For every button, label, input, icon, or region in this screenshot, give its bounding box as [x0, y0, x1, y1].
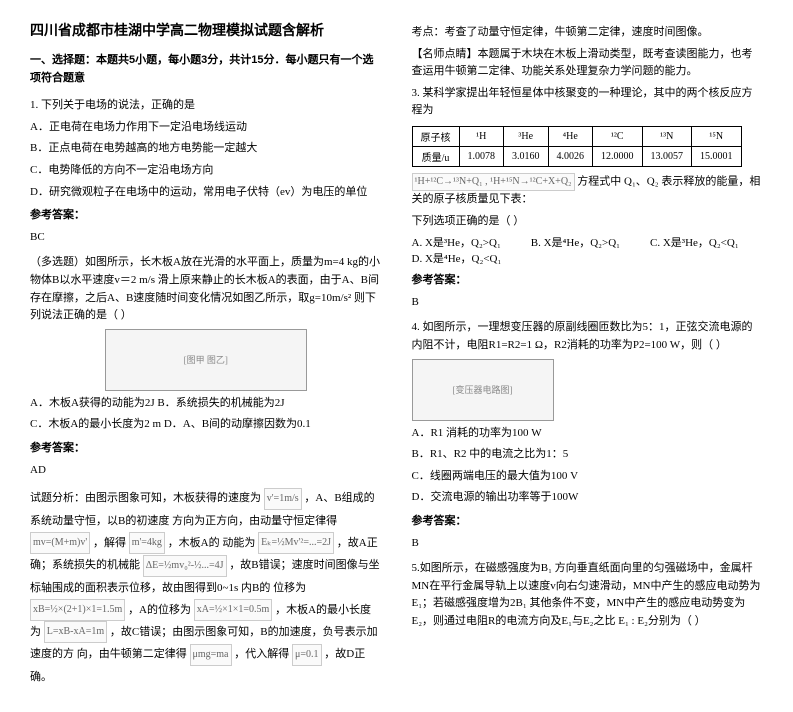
q3-opt-a: A. X是³He，Q₂>Q₁ — [412, 234, 501, 250]
q4-opt-b: B．R1、R2 中的电流之比为1：5 — [412, 446, 764, 464]
doc-title: 四川省成都市桂湖中学高二物理模拟试题含解析 — [30, 20, 382, 40]
q3-opt-d: D. X是⁴He，Q₂<Q₁ — [412, 250, 502, 266]
q2-stem: （多选题）如图所示，长木板A放在光滑的水平面上，质量为m=4 kg的小物体B以水… — [30, 254, 382, 324]
right-intro-2: 【名师点睛】本题属于木块在木板上滑动类型，既考查读图能力，也考查运用牛顿第二定律… — [412, 46, 764, 81]
formula-l: L=xB-xA=1m — [44, 621, 107, 643]
q2-opt-cd: C．木板A的最小长度为2 m D．A、B间的动摩擦因数为0.1 — [30, 416, 382, 434]
q3-ask: 下列选项正确的是（ ） — [412, 213, 764, 231]
q1-opt-c: C．电势降低的方向不一定沿电场方向 — [30, 162, 382, 180]
right-intro-1: 考点：考查了动量守恒定律，牛顿第二定律，速度时间图像。 — [412, 24, 764, 42]
table-row: 原子核 ¹H ³He ⁴He ¹²C ¹³N ¹⁵N — [412, 126, 741, 146]
q2-answer: AD — [30, 462, 382, 480]
q4-diagram: [变压器电路图] — [412, 359, 554, 421]
q2-opt-ab: A．木板A获得的动能为2J B．系统损失的机械能为2J — [30, 395, 382, 413]
q1-stem: 1. 下列关于电场的说法，正确的是 — [30, 97, 382, 115]
q3-opt-c: C. X是³He，Q₂<Q₁ — [650, 234, 739, 250]
table-row: 质量/u 1.0078 3.0160 4.0026 12.0000 13.005… — [412, 146, 741, 166]
q4-stem: 4. 如图所示，一理想变压器的原副线圈匝数比为5：1，正弦交流电源的内阻不计，电… — [412, 319, 764, 354]
q4-answer-label: 参考答案： — [412, 513, 764, 531]
q1-answer: BC — [30, 229, 382, 247]
formula-mval: m'=4kg — [129, 532, 165, 554]
formula-de: ΔE=½mv₀²-½...=4J — [143, 555, 227, 577]
q3-answer-label: 参考答案： — [412, 272, 764, 290]
q2-answer-label: 参考答案： — [30, 440, 382, 458]
q1-opt-b: B．正点电荷在电势越高的地方电势能一定越大 — [30, 140, 382, 158]
formula-mu: μ=0.1 — [292, 644, 322, 666]
q4-opt-a: A．R1 消耗的功率为100 W — [412, 425, 764, 443]
q1-answer-label: 参考答案： — [30, 207, 382, 225]
q5-stem: 5.如图所示，在磁感强度为B₁ 方向垂直纸面向里的匀强磁场中，金属杆MN在平行金… — [412, 560, 764, 630]
q1-opt-d: D．研究微观粒子在电场中的运动，常用电子伏特（ev）为电压的单位 — [30, 184, 382, 202]
section-1-head: 一、选择题：本题共5小题，每小题3分，共计15分．每小题只有一个选项符合题意 — [30, 52, 382, 87]
q3-mass-table: 原子核 ¹H ³He ⁴He ¹²C ¹³N ¹⁵N 质量/u 1.0078 3… — [412, 126, 742, 167]
formula-v1: v'=1m/s — [264, 488, 302, 510]
formula-xb: xB=½×(2+1)×1=1.5m — [30, 599, 125, 621]
q3-stem: 3. 某科学家提出年轻恒星体中核聚变的一种理论，其中的两个核反应方程为 — [412, 85, 764, 120]
q4-answer: B — [412, 535, 764, 553]
formula-nuclear: ¹H+¹²C→¹³N+Q₁ , ¹H+¹⁵N→¹²C+X+Q₂ — [412, 173, 575, 191]
q4-opt-d: D．交流电源的输出功率等于100W — [412, 489, 764, 507]
formula-f: μmg=ma — [190, 644, 232, 666]
q3-answer: B — [412, 294, 764, 312]
q4-opt-c: C．线圈两端电压的最大值为100 V — [412, 468, 764, 486]
q2-explanation: 试题分析：由图示图象可知，木板获得的速度为 v'=1m/s ，A、B组成的系统动… — [30, 487, 382, 688]
formula-mv: mv=(M+m)v' — [30, 532, 90, 554]
q1-opt-a: A．正电荷在电场力作用下一定沿电场线运动 — [30, 119, 382, 137]
q2-diagram: [图甲 图乙] — [105, 329, 307, 391]
q3-options: A. X是³He，Q₂>Q₁ B. X是⁴He，Q₂>Q₁ C. X是³He，Q… — [412, 234, 764, 266]
formula-xa: xA=½×1×1=0.5m — [194, 599, 273, 621]
formula-ek: Eₖ=½Mv'²=...=2J — [258, 532, 334, 554]
q3-equation-line: ¹H+¹²C→¹³N+Q₁ , ¹H+¹⁵N→¹²C+X+Q₂ 方程式中 Q₁、… — [412, 173, 764, 209]
q3-opt-b: B. X是⁴He，Q₂>Q₁ — [531, 234, 620, 250]
